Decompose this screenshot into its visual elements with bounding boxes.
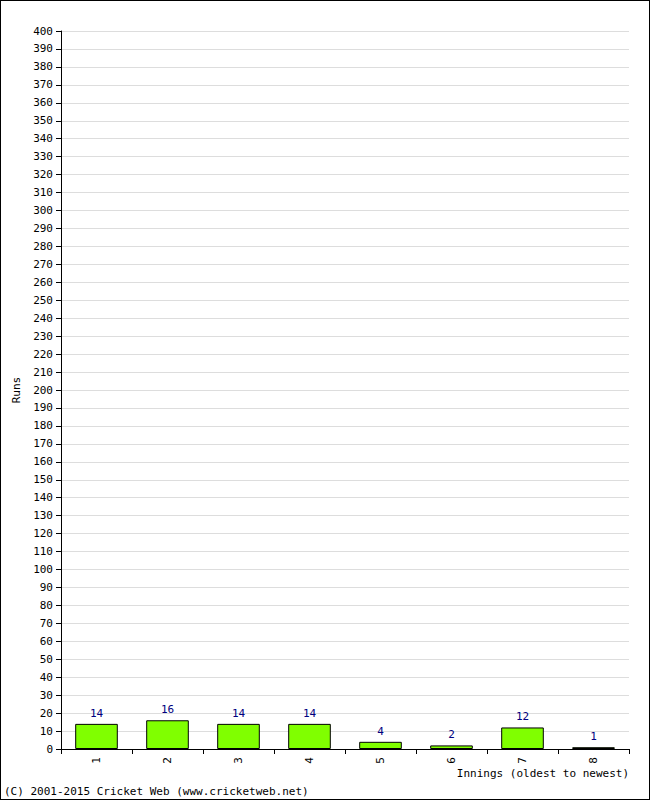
svg-text:220: 220 <box>33 348 53 361</box>
svg-text:5: 5 <box>374 757 387 764</box>
svg-text:350: 350 <box>33 114 53 127</box>
svg-text:400: 400 <box>33 25 53 38</box>
svg-text:7: 7 <box>516 757 529 764</box>
svg-text:100: 100 <box>33 563 53 576</box>
svg-text:1: 1 <box>90 757 103 764</box>
svg-text:90: 90 <box>40 581 53 594</box>
svg-text:(C) 2001-2015 Cricket Web (www: (C) 2001-2015 Cricket Web (www.cricketwe… <box>4 785 309 798</box>
svg-text:2: 2 <box>448 728 455 741</box>
svg-text:4: 4 <box>303 757 316 764</box>
svg-text:280: 280 <box>33 240 53 253</box>
svg-text:1: 1 <box>590 730 597 743</box>
svg-text:130: 130 <box>33 509 53 522</box>
svg-text:300: 300 <box>33 204 53 217</box>
svg-text:14: 14 <box>232 707 246 720</box>
svg-text:14: 14 <box>303 707 317 720</box>
svg-text:160: 160 <box>33 455 53 468</box>
svg-text:380: 380 <box>33 60 53 73</box>
svg-text:290: 290 <box>33 222 53 235</box>
svg-text:330: 330 <box>33 150 53 163</box>
svg-text:270: 270 <box>33 258 53 271</box>
svg-text:190: 190 <box>33 401 53 414</box>
svg-text:2: 2 <box>161 757 174 764</box>
svg-text:230: 230 <box>33 330 53 343</box>
svg-text:0: 0 <box>46 743 53 756</box>
svg-text:320: 320 <box>33 168 53 181</box>
svg-text:250: 250 <box>33 294 53 307</box>
svg-text:180: 180 <box>33 419 53 432</box>
svg-text:200: 200 <box>33 384 53 397</box>
svg-text:50: 50 <box>40 653 53 666</box>
svg-text:370: 370 <box>33 78 53 91</box>
svg-text:110: 110 <box>33 545 53 558</box>
svg-text:10: 10 <box>40 725 53 738</box>
svg-text:150: 150 <box>33 473 53 486</box>
svg-text:8: 8 <box>587 757 600 764</box>
svg-text:6: 6 <box>445 757 458 764</box>
svg-text:30: 30 <box>40 689 53 702</box>
svg-text:20: 20 <box>40 707 53 720</box>
svg-text:170: 170 <box>33 437 53 450</box>
svg-text:120: 120 <box>33 527 53 540</box>
svg-text:260: 260 <box>33 276 53 289</box>
svg-text:70: 70 <box>40 617 53 630</box>
svg-text:360: 360 <box>33 96 53 109</box>
svg-text:310: 310 <box>33 186 53 199</box>
svg-text:80: 80 <box>40 599 53 612</box>
svg-text:Innings (oldest to newest): Innings (oldest to newest) <box>457 767 629 780</box>
svg-text:340: 340 <box>33 132 53 145</box>
svg-text:3: 3 <box>232 757 245 764</box>
svg-text:60: 60 <box>40 635 53 648</box>
svg-text:Runs: Runs <box>10 377 23 404</box>
svg-text:14: 14 <box>90 707 104 720</box>
svg-text:140: 140 <box>33 491 53 504</box>
svg-text:4: 4 <box>377 725 384 738</box>
svg-text:240: 240 <box>33 312 53 325</box>
svg-text:40: 40 <box>40 671 53 684</box>
svg-text:12: 12 <box>516 710 529 723</box>
svg-text:390: 390 <box>33 42 53 55</box>
svg-text:16: 16 <box>161 703 174 716</box>
svg-text:210: 210 <box>33 366 53 379</box>
